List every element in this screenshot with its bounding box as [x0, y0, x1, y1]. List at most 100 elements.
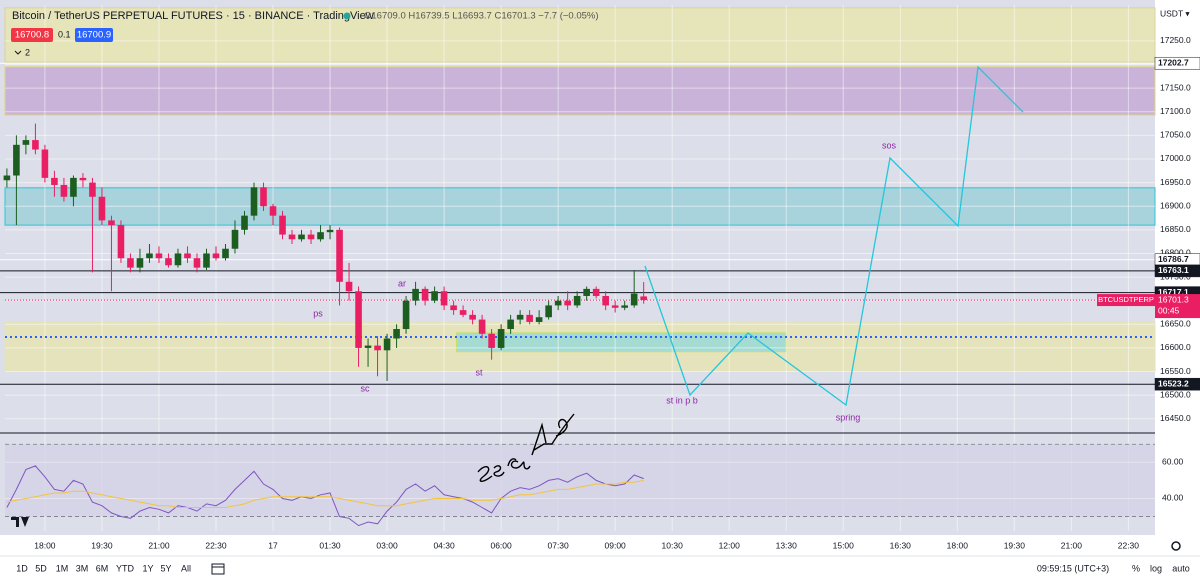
candle-body — [288, 234, 296, 240]
candle-body — [279, 215, 286, 235]
candles — [3, 123, 647, 381]
candle-body — [260, 187, 267, 207]
collapse-icon[interactable] — [14, 50, 22, 55]
signature-scribble — [477, 413, 575, 482]
candle-body — [326, 229, 334, 233]
range-button[interactable]: 1Y — [142, 563, 153, 573]
candle-body — [497, 329, 505, 348]
y-tick-label: 17250.0 — [1160, 35, 1191, 45]
range-button[interactable]: 5Y — [160, 563, 171, 573]
candle-body — [203, 253, 210, 268]
x-tick-label: 18:00 — [947, 540, 969, 550]
range-button[interactable]: YTD — [116, 563, 135, 573]
range-button[interactable]: All — [181, 563, 191, 573]
candle-body — [3, 175, 11, 181]
y-tick-label: 16950.0 — [1160, 177, 1191, 187]
x-tick-label: 22:30 — [1118, 540, 1140, 550]
candle-body — [478, 319, 486, 334]
y-tick-label: 16650.0 — [1160, 319, 1191, 329]
candle-body — [146, 253, 153, 259]
candle-body — [526, 314, 533, 322]
candle-body — [554, 300, 562, 306]
candle-body — [89, 182, 96, 197]
x-tick-label: 18:00 — [34, 540, 56, 550]
settings-icon[interactable] — [1171, 541, 1181, 551]
date-range-icon[interactable] — [211, 563, 225, 575]
candle-body — [22, 140, 30, 145]
zone — [455, 332, 787, 353]
candle-body — [60, 184, 68, 197]
tv-logo — [11, 517, 29, 527]
candle-body — [440, 291, 448, 306]
sell-price[interactable]: 16700.8 — [15, 30, 49, 41]
range-button[interactable]: 5D — [35, 563, 47, 573]
y-tick-label: 17000.0 — [1160, 153, 1191, 163]
zone — [4, 66, 1156, 116]
indicator-count[interactable]: 2 — [25, 47, 30, 57]
annotation: spring — [836, 412, 861, 422]
candle-body — [621, 305, 628, 308]
annotation: st in p b — [666, 395, 698, 405]
buy-box[interactable] — [75, 28, 113, 42]
candle-body — [231, 229, 239, 249]
y-tick-label: 60.00 — [1162, 457, 1184, 467]
sell-box[interactable] — [11, 28, 53, 42]
candle-body — [459, 310, 467, 315]
candle-body — [41, 149, 49, 178]
candle-body — [545, 305, 552, 318]
candle-body — [269, 206, 277, 216]
candle-body — [431, 291, 438, 301]
clock: 09:59:15 (UTC+3) — [1037, 563, 1109, 573]
annotation: sos — [882, 140, 897, 150]
x-tick-label: 13:30 — [776, 540, 798, 550]
candle-body — [127, 258, 134, 268]
candle-body — [564, 300, 571, 306]
rsi-line — [6, 479, 644, 508]
auto-toggle[interactable]: auto — [1172, 563, 1190, 573]
candle-body — [421, 288, 429, 301]
candle-body — [108, 220, 115, 226]
x-tick-label: 03:00 — [376, 540, 398, 550]
ohlc-readout: O16709.0 H16739.5 L16693.7 C16701.3 −7.7… — [364, 11, 599, 22]
currency[interactable]: USDT ▾ — [1160, 8, 1190, 18]
range-button[interactable]: 3M — [76, 563, 89, 573]
price-level-box — [1154, 56, 1200, 70]
candle-body — [13, 144, 20, 176]
candle-body — [355, 291, 362, 348]
x-tick-label: 01:30 — [319, 540, 341, 550]
price-level-label: 16786.7 — [1158, 254, 1189, 264]
candle-body — [469, 314, 476, 320]
candle-body — [117, 225, 125, 259]
buy-price[interactable]: 16700.9 — [77, 30, 111, 41]
projection-path — [644, 65, 1024, 407]
candle-body — [222, 248, 229, 259]
range-button[interactable]: 1D — [16, 563, 28, 573]
y-tick-label: 17150.0 — [1160, 82, 1191, 92]
candle-body — [212, 253, 220, 259]
y-tick-label: 16900.0 — [1160, 200, 1191, 210]
candle-body — [412, 288, 419, 301]
range-button[interactable]: 6M — [96, 563, 109, 573]
last-price-box — [1155, 294, 1200, 319]
countdown-label: 00:45 — [1158, 305, 1180, 315]
log-toggle[interactable]: log — [1150, 563, 1162, 573]
symbol-title: Bitcoin / TetherUS PERPETUAL FUTURES · 1… — [12, 10, 374, 22]
y-tick-label: 17100.0 — [1160, 106, 1191, 116]
y-tick-label: 16500.0 — [1160, 389, 1191, 399]
price-level-label: 17202.7 — [1158, 57, 1189, 67]
x-tick-label: 21:00 — [1061, 540, 1083, 550]
price-level-label: 16523.2 — [1158, 378, 1189, 388]
y-tick-label: 16800.0 — [1160, 248, 1191, 258]
candle-body — [298, 234, 305, 240]
rsi-band — [5, 444, 1155, 517]
x-tick-label: 19:30 — [1004, 540, 1026, 550]
symbol-tag-label: BTCUSDTPERP — [1098, 295, 1154, 304]
x-tick-label: 07:30 — [547, 540, 569, 550]
toolbar: 1D 5D 1M 3M 6M YTD 1Y 5Y All 09:59:15 (UTC+3)% log… — [16, 563, 1190, 573]
x-tick-label: 12:00 — [719, 540, 741, 550]
range-button[interactable]: 1M — [56, 563, 69, 573]
candle-body — [70, 177, 77, 197]
percent-toggle[interactable]: % — [1132, 563, 1140, 573]
candle-body — [136, 258, 144, 268]
